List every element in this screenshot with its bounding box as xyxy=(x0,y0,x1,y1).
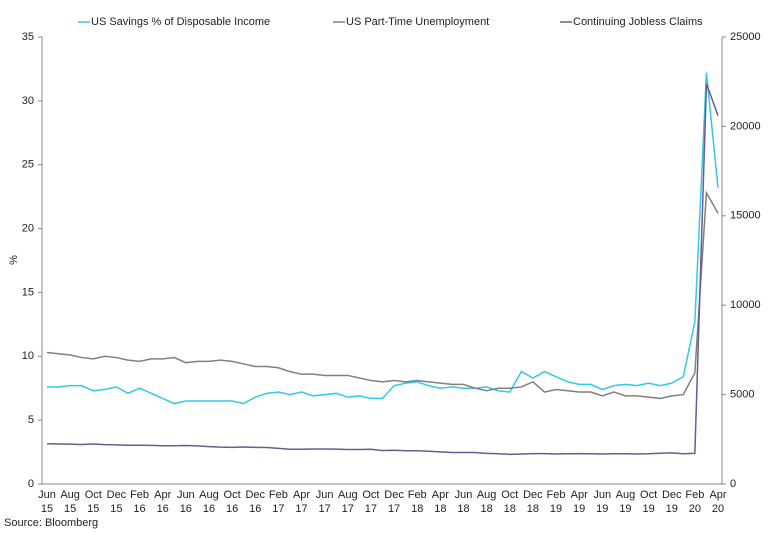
y2-tick-label: 10000 xyxy=(730,299,761,311)
x-tick-label: Dec 15 xyxy=(107,489,127,515)
x-tick-label: Dec 18 xyxy=(523,489,543,515)
x-tick-label: Oct 18 xyxy=(501,489,518,515)
source: Source: Bloomberg xyxy=(4,517,98,529)
x-tick-label: Aug 15 xyxy=(60,489,80,515)
x-tick-label: Aug 17 xyxy=(338,489,358,515)
x-tick-label: Jun 16 xyxy=(177,489,195,515)
y-tick-label: 0 xyxy=(28,478,34,490)
x-tick-label: Jun 17 xyxy=(316,489,334,515)
y2-tick-label: 5000 xyxy=(730,389,754,401)
y2-tick-label: 0 xyxy=(730,478,736,490)
y-tick-label: 35 xyxy=(22,31,34,43)
y-axis-label: % xyxy=(8,255,20,265)
series-line xyxy=(46,190,719,400)
x-tick-label: Jun 18 xyxy=(455,489,473,515)
y-tick-label: 25 xyxy=(22,159,34,171)
y-tick-label: 5 xyxy=(28,414,34,426)
x-tick-label: Apr 17 xyxy=(293,489,310,515)
legend-label: US Part-Time Unemployment xyxy=(346,16,489,28)
x-tick-label: Dec 16 xyxy=(245,489,265,515)
x-tick-label: Feb 16 xyxy=(130,489,149,515)
series-line xyxy=(47,72,719,405)
x-tick-label: Aug 18 xyxy=(477,489,497,515)
x-tick-label: Dec 17 xyxy=(384,489,404,515)
x-tick-label: Jun 19 xyxy=(593,489,611,515)
x-tick-label: Apr 16 xyxy=(154,489,171,515)
x-tick-label: Apr 19 xyxy=(571,489,588,515)
x-tick-label: Feb 18 xyxy=(408,489,427,515)
x-tick-label: Apr 20 xyxy=(709,489,726,515)
x-tick-label: Feb 17 xyxy=(269,489,288,515)
x-tick-label: Oct 16 xyxy=(224,489,241,515)
y2-tick-label: 15000 xyxy=(730,210,761,222)
x-tick-label: Oct 17 xyxy=(362,489,379,515)
x-tick-label: Dec 19 xyxy=(662,489,682,515)
x-tick-label: Feb 20 xyxy=(685,489,704,515)
x-tick-label: Oct 19 xyxy=(640,489,657,515)
x-tick-label: Aug 19 xyxy=(616,489,636,515)
legend-label: US Savings % of Disposable Income xyxy=(91,16,270,28)
y-tick-label: 30 xyxy=(22,95,34,107)
y-tick-label: 20 xyxy=(22,222,34,234)
y-tick-label: 15 xyxy=(22,286,34,298)
legend-label: Continuing Jobless Claims xyxy=(573,16,703,28)
series-line xyxy=(46,83,719,456)
x-tick-label: Feb 19 xyxy=(547,489,566,515)
y2-tick-label: 25000 xyxy=(730,31,761,43)
x-tick-label: Apr 18 xyxy=(432,489,449,515)
y2-tick-label: 20000 xyxy=(730,120,761,132)
y-tick-label: 10 xyxy=(22,350,34,362)
x-tick-label: Aug 16 xyxy=(199,489,219,515)
x-tick-label: Oct 15 xyxy=(85,489,102,515)
x-tick-label: Jun 15 xyxy=(38,489,56,515)
